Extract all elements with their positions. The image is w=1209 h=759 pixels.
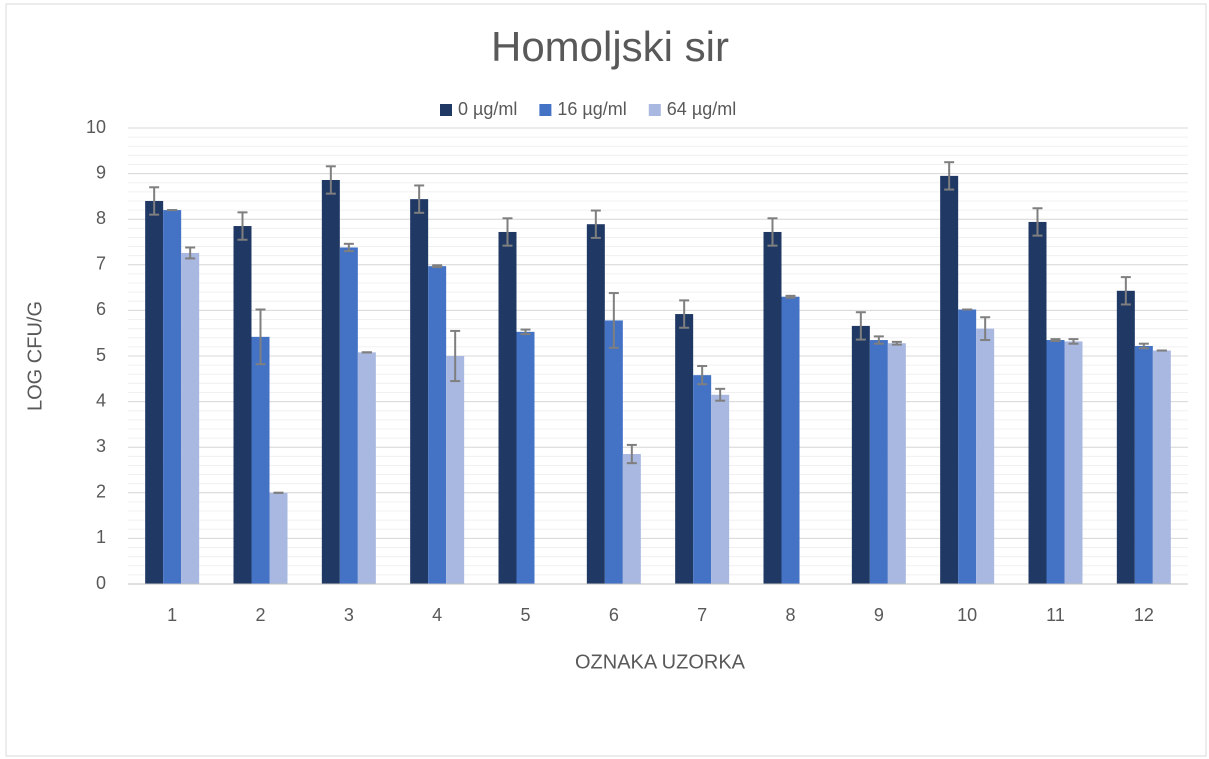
bar <box>976 328 995 584</box>
x-tick-label: 1 <box>167 605 177 625</box>
x-tick-label: 12 <box>1134 605 1154 625</box>
bar <box>410 199 429 585</box>
y-axis-title: LOG CFU/G <box>24 301 46 411</box>
error-bar <box>1032 207 1043 237</box>
error-bar <box>520 328 531 336</box>
error-bar <box>873 335 884 345</box>
bar <box>1028 221 1047 584</box>
bar <box>887 343 906 584</box>
error-bar <box>502 217 513 247</box>
chart-title: Homoljski sir <box>491 23 729 70</box>
error-bar <box>855 311 866 341</box>
error-bar <box>255 308 266 366</box>
y-tick-label: 1 <box>96 527 106 547</box>
error-bar <box>980 316 991 342</box>
bar <box>357 352 376 584</box>
x-tick-label: 7 <box>697 605 707 625</box>
bar <box>163 210 182 584</box>
x-axis-title: OZNAKA UZORKA <box>575 651 746 673</box>
error-bar <box>608 292 619 349</box>
error-bar <box>432 264 443 269</box>
x-tick-label: 5 <box>520 605 530 625</box>
y-tick-label: 4 <box>96 390 106 410</box>
bar <box>251 336 270 584</box>
bar <box>781 296 800 584</box>
bar <box>1046 340 1065 584</box>
bar <box>446 356 465 584</box>
y-tick-label: 3 <box>96 436 106 456</box>
error-bar <box>325 165 336 195</box>
error-bar <box>891 340 902 346</box>
bar <box>675 314 694 584</box>
x-tick-label: 8 <box>785 605 795 625</box>
error-bar <box>1120 276 1131 306</box>
bar <box>233 226 252 585</box>
y-tick-label: 6 <box>96 299 106 319</box>
error-bar <box>679 299 690 329</box>
bar <box>1116 290 1135 584</box>
error-bar <box>626 443 637 465</box>
bar <box>958 309 977 584</box>
error-bar <box>697 365 708 386</box>
y-tick-label: 8 <box>96 208 106 228</box>
bar <box>763 231 782 584</box>
bar <box>1134 345 1153 584</box>
legend-swatch <box>539 104 552 116</box>
bar <box>604 320 623 584</box>
error-bar <box>149 186 160 216</box>
error-bar <box>715 387 726 402</box>
bar <box>516 331 535 584</box>
error-bar <box>1068 338 1079 345</box>
bar <box>693 375 712 584</box>
x-tick-label: 10 <box>957 605 977 625</box>
error-bar <box>414 184 425 214</box>
x-tick-label: 3 <box>344 605 354 625</box>
error-bar <box>450 329 461 383</box>
bar <box>622 454 641 584</box>
y-tick-label: 7 <box>96 254 106 274</box>
bar <box>339 247 358 585</box>
bar <box>1152 350 1171 584</box>
y-tick-label: 5 <box>96 345 106 365</box>
legend-label: 0 µg/ml <box>458 99 517 119</box>
bar <box>269 492 288 584</box>
x-tick-label: 2 <box>255 605 265 625</box>
legend-swatch <box>648 104 661 116</box>
y-tick-label: 10 <box>86 117 106 137</box>
error-bar <box>343 242 354 253</box>
error-bar <box>590 209 601 239</box>
y-tick-label: 2 <box>96 482 106 502</box>
x-tick-label: 11 <box>1046 605 1065 625</box>
bar <box>498 231 517 584</box>
legend-label: 64 µg/ml <box>667 99 736 119</box>
bar <box>940 175 959 584</box>
bar <box>428 266 447 584</box>
bar <box>586 224 605 584</box>
error-bar <box>1138 342 1149 350</box>
x-tick-label: 9 <box>874 605 884 625</box>
bar <box>851 325 870 584</box>
error-bar <box>185 246 196 260</box>
bar <box>145 200 164 584</box>
bar <box>1064 341 1083 584</box>
bar <box>321 179 340 584</box>
error-bar <box>237 211 248 241</box>
x-tick-label: 4 <box>432 605 442 625</box>
error-bar <box>944 161 955 191</box>
x-tick-label: 6 <box>609 605 619 625</box>
error-bar <box>785 294 796 299</box>
y-tick-label: 9 <box>96 162 106 182</box>
bar <box>869 340 888 584</box>
legend-label: 16 µg/ml <box>557 99 626 119</box>
legend-swatch <box>440 104 452 116</box>
bar <box>181 252 200 584</box>
error-bar <box>767 217 778 247</box>
y-tick-label: 0 <box>96 573 106 593</box>
bar <box>711 394 730 584</box>
error-bar <box>1050 338 1061 342</box>
